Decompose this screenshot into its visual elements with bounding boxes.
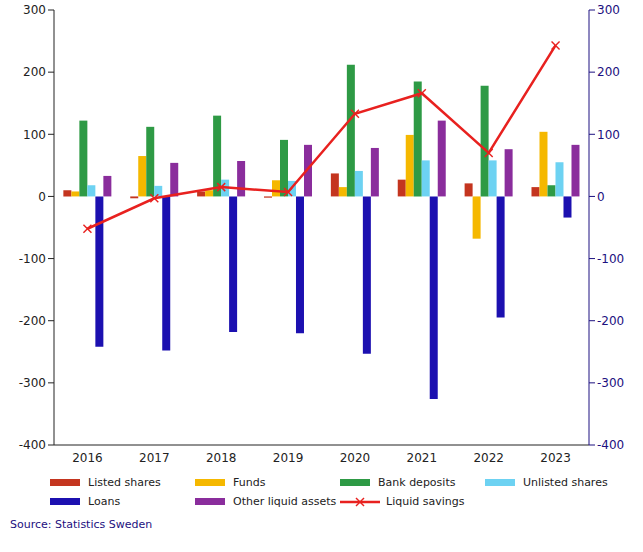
svg-text:0: 0 xyxy=(597,190,605,204)
svg-text:-100: -100 xyxy=(19,252,46,266)
html-text:Loans: Loans xyxy=(88,495,121,508)
svg-text:200: 200 xyxy=(597,65,620,79)
html-text:Listed shares: Listed shares xyxy=(88,476,161,489)
svg-text:2017: 2017 xyxy=(139,451,170,465)
html-text:Source: Statistics Sweden: Source: Statistics Sweden xyxy=(10,518,153,531)
html-text:Liquid savings: Liquid savings xyxy=(386,495,465,508)
svg-text:2022: 2022 xyxy=(473,451,504,465)
svg-text:2020: 2020 xyxy=(340,451,371,465)
svg-text:2016: 2016 xyxy=(72,451,103,465)
html-text:Other liquid assets: Other liquid assets xyxy=(233,495,337,508)
svg-text:-400: -400 xyxy=(597,438,624,452)
svg-text:300: 300 xyxy=(23,3,46,17)
html-text:Bank deposits: Bank deposits xyxy=(378,476,456,489)
svg-text:100: 100 xyxy=(23,128,46,142)
svg-text:-400: -400 xyxy=(19,438,46,452)
html-text:Unlisted shares: Unlisted shares xyxy=(523,476,608,489)
svg-text:200: 200 xyxy=(23,65,46,79)
svg-text:2019: 2019 xyxy=(273,451,304,465)
html-text:Funds: Funds xyxy=(233,476,266,489)
svg-text:2018: 2018 xyxy=(206,451,237,465)
svg-text:-100: -100 xyxy=(597,252,624,266)
svg-text:-300: -300 xyxy=(19,376,46,390)
svg-text:2023: 2023 xyxy=(540,451,571,465)
svg-text:-200: -200 xyxy=(19,314,46,328)
svg-text:300: 300 xyxy=(597,3,620,17)
svg-text:2021: 2021 xyxy=(407,451,438,465)
svg-text:100: 100 xyxy=(597,128,620,142)
svg-text:-300: -300 xyxy=(597,376,624,390)
svg-text:-200: -200 xyxy=(597,314,624,328)
svg-text:0: 0 xyxy=(38,190,46,204)
